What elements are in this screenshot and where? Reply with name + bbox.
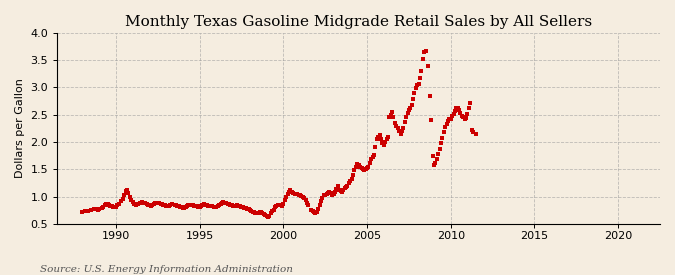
Y-axis label: Dollars per Gallon: Dollars per Gallon [15,78,25,178]
Text: Source: U.S. Energy Information Administration: Source: U.S. Energy Information Administ… [40,265,294,274]
Title: Monthly Texas Gasoline Midgrade Retail Sales by All Sellers: Monthly Texas Gasoline Midgrade Retail S… [125,15,592,29]
